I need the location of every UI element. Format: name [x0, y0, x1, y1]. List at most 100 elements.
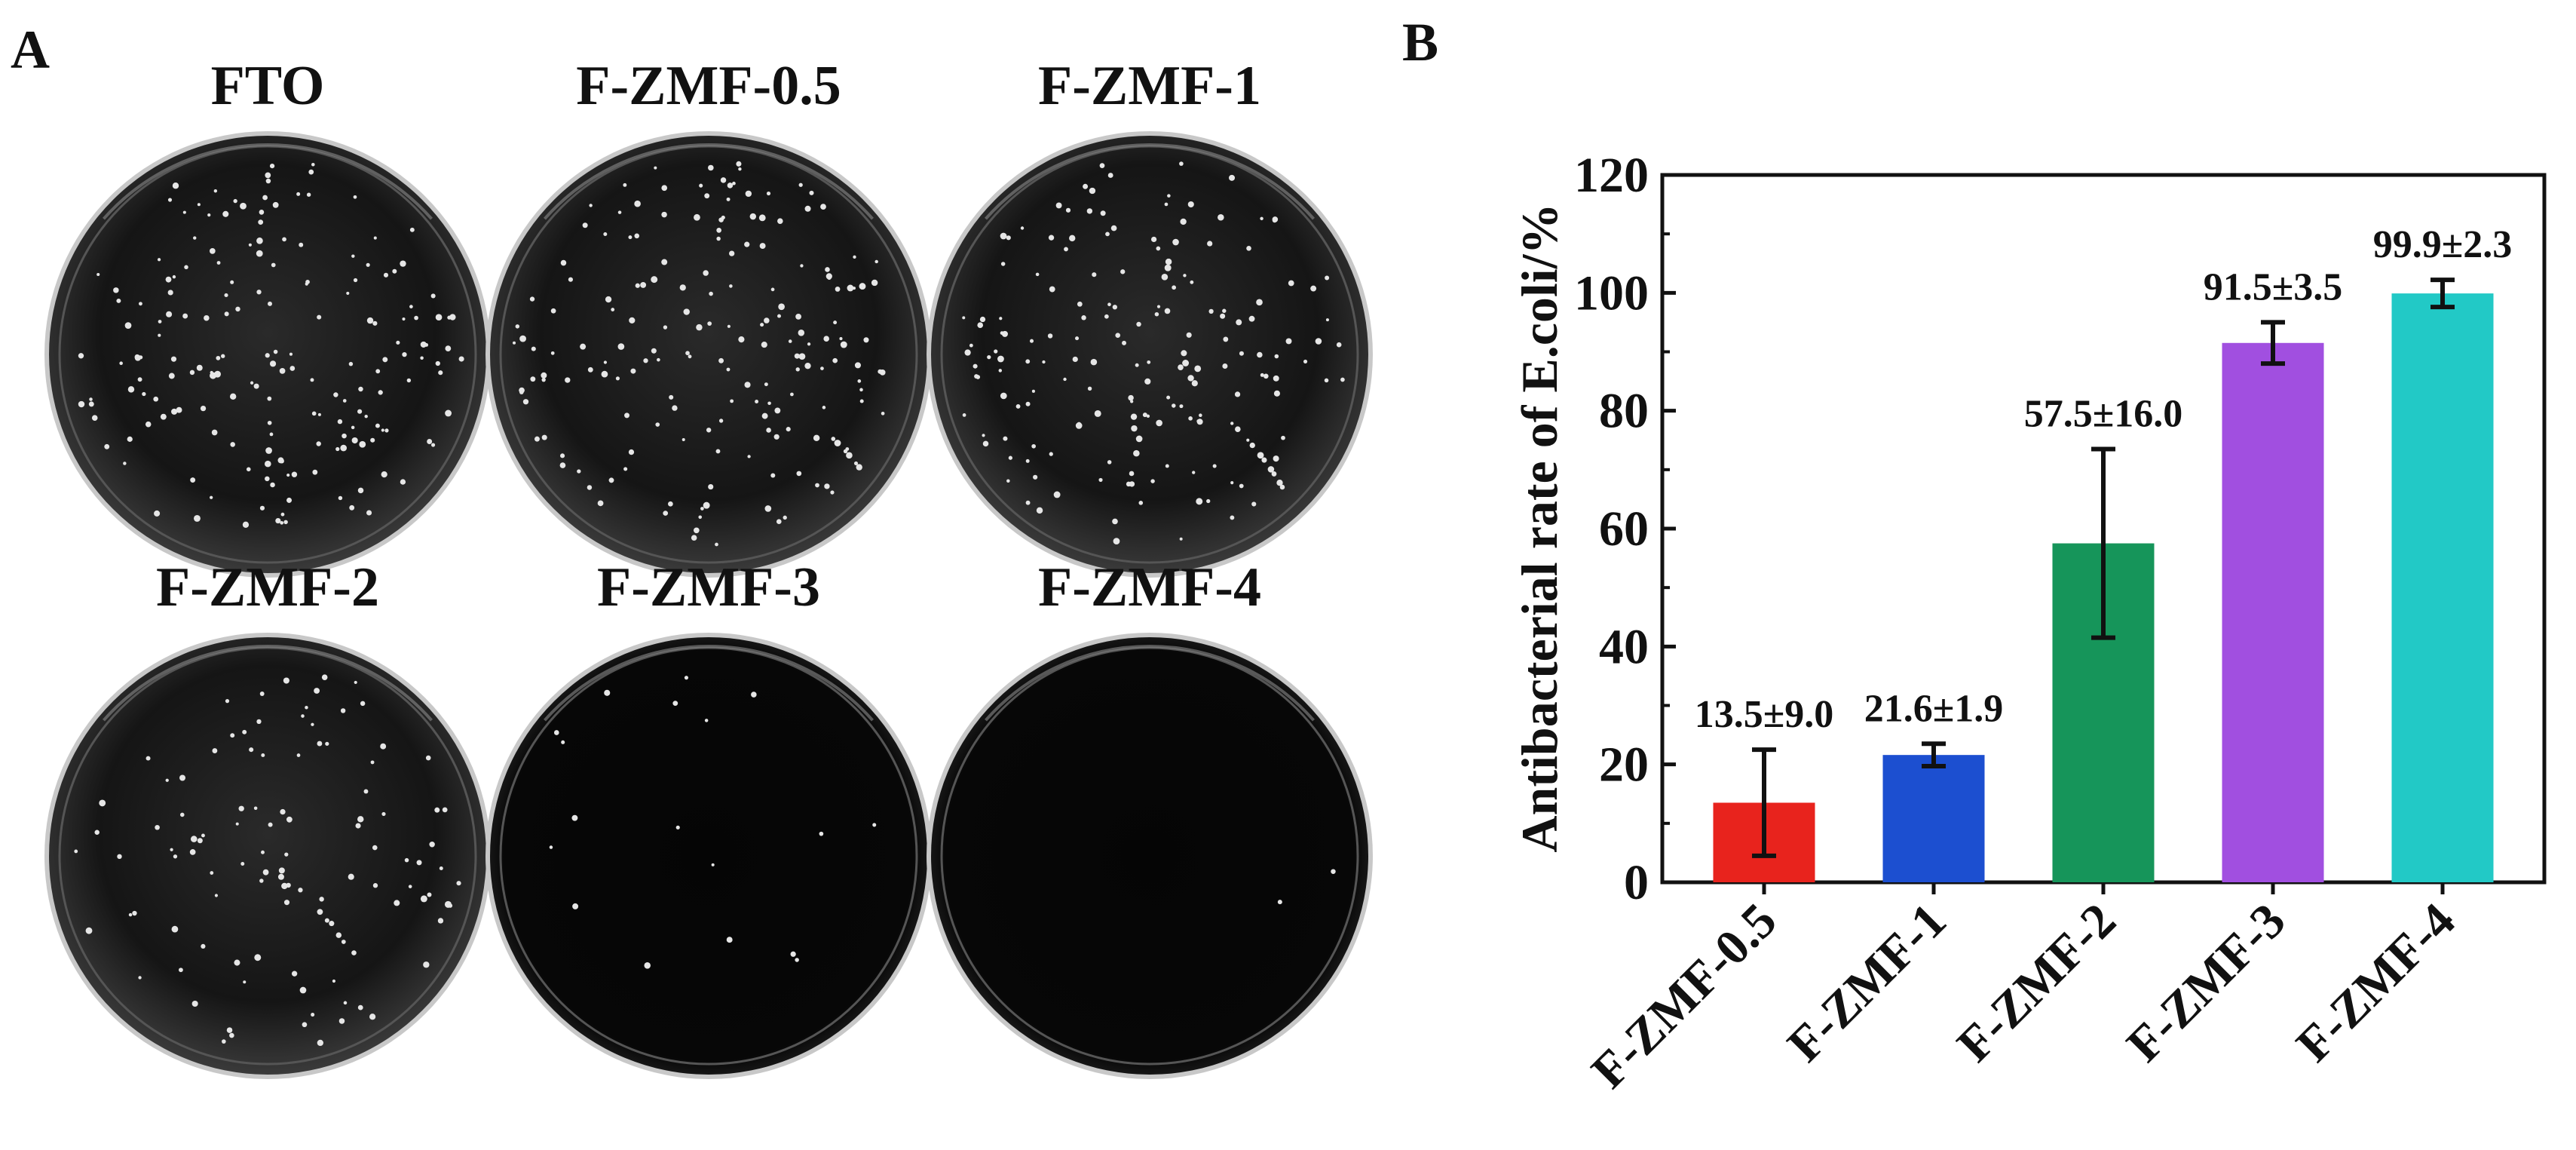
bacterial-colony — [819, 831, 824, 836]
bacterial-colony — [211, 429, 218, 436]
bacterial-colony — [1222, 363, 1228, 370]
bacterial-colony — [663, 511, 669, 516]
bacterial-colony — [281, 882, 288, 890]
bacterial-colony — [820, 366, 824, 370]
petri-dish — [490, 637, 927, 1075]
bacterial-colony — [99, 799, 106, 807]
bacterial-colony — [337, 419, 343, 425]
bacterial-colony — [166, 311, 173, 317]
bacterial-colony — [1133, 449, 1140, 457]
bacterial-colony — [414, 315, 418, 320]
bacterial-colony — [160, 413, 167, 420]
bacterial-colony — [881, 411, 885, 416]
bacterial-colony — [672, 701, 678, 706]
bacterial-colony — [182, 210, 186, 214]
bacterial-colony — [170, 356, 177, 362]
bacterial-colony — [1229, 174, 1236, 181]
bacterial-colony — [284, 852, 289, 857]
bacterial-colony — [643, 358, 648, 363]
bacterial-colony — [776, 519, 782, 525]
bacterial-colony — [235, 822, 239, 826]
bacterial-colony — [1033, 474, 1038, 480]
bacterial-colony — [314, 688, 320, 694]
bacterial-colony — [200, 405, 207, 412]
bacterial-colony — [353, 195, 357, 199]
bacterial-colony — [116, 298, 121, 303]
bacterial-colony — [165, 778, 169, 782]
bacterial-colony — [755, 400, 759, 403]
plate-reflection — [985, 143, 1315, 220]
bar-F-ZMF-4 — [2391, 293, 2494, 882]
bacterial-colony — [91, 415, 98, 421]
bacterial-colony — [1151, 236, 1157, 243]
bacterial-colony — [644, 962, 651, 969]
y-tick-label: 100 — [1574, 265, 1649, 320]
bacterial-colony — [1129, 400, 1134, 403]
bacterial-colony — [214, 894, 219, 897]
bacterial-colony — [854, 362, 861, 369]
bacterial-colony — [142, 391, 146, 397]
bacterial-colony — [392, 268, 397, 274]
bacterial-colony — [74, 849, 78, 854]
bacterial-colony — [268, 822, 273, 827]
bacterial-colony — [333, 392, 338, 397]
bacterial-colony — [688, 354, 692, 359]
bacterial-colony — [213, 189, 218, 193]
bacterial-colony — [420, 356, 424, 360]
bacterial-colony — [372, 883, 378, 888]
bacterial-colony — [1220, 313, 1226, 319]
bacterial-colony — [1042, 360, 1046, 364]
bacterial-colony — [358, 386, 363, 392]
bacterial-colony — [242, 521, 250, 528]
bacterial-colony — [357, 1004, 363, 1010]
bacterial-colony — [366, 510, 372, 516]
bacterial-colony — [311, 411, 317, 416]
bar-value-label: 57.5±16.0 — [2024, 392, 2183, 435]
bacterial-colony — [764, 505, 772, 512]
bacterial-colony — [1182, 360, 1190, 366]
bacterial-colony — [273, 349, 278, 354]
bacterial-colony — [1131, 425, 1138, 432]
bacterial-colony — [777, 218, 783, 224]
bacterial-colony — [738, 336, 745, 343]
bacterial-colony — [179, 968, 183, 973]
bacterial-colony — [1192, 471, 1196, 474]
bacterial-colony — [608, 477, 614, 483]
plate-reflection — [985, 645, 1315, 722]
plate-reflection — [103, 143, 433, 220]
bacterial-colony — [364, 415, 368, 419]
bacterial-colony — [704, 719, 709, 722]
bacterial-colony — [519, 335, 526, 342]
bacterial-colony — [1147, 360, 1151, 364]
bacterial-colony — [761, 412, 768, 419]
bacterial-colony — [1064, 247, 1068, 252]
bacterial-colony — [1324, 378, 1329, 383]
bacterial-colony — [286, 474, 290, 477]
bacterial-colony — [346, 291, 350, 295]
bacterial-colony — [1086, 208, 1093, 214]
bacterial-colony — [856, 464, 862, 471]
bacterial-colony — [766, 191, 771, 196]
bacterial-colony — [615, 376, 620, 381]
bacterial-colony — [1000, 232, 1007, 240]
bacterial-colony — [786, 427, 791, 432]
bacterial-colony — [795, 313, 801, 320]
bacterial-colony — [764, 382, 768, 387]
bacterial-colony — [262, 195, 268, 201]
bacterial-colony — [582, 222, 588, 228]
bacterial-colony — [329, 921, 335, 927]
bacterial-colony — [429, 842, 435, 848]
bacterial-colony — [1172, 238, 1179, 246]
bacterial-colony — [1179, 161, 1184, 166]
bacterial-colony — [1276, 480, 1283, 486]
bacterial-colony — [726, 937, 733, 943]
bacterial-colony — [456, 881, 461, 886]
bacterial-colony — [396, 340, 400, 345]
bacterial-colony — [1015, 404, 1021, 409]
bacterial-colony — [430, 443, 436, 447]
bacterial-colony — [774, 407, 781, 414]
bar-value-label: 13.5±9.0 — [1695, 693, 1834, 736]
bacterial-colony — [348, 361, 354, 366]
y-tick-label: 60 — [1599, 501, 1649, 557]
plate-label: F-ZMF-1 — [1038, 55, 1261, 117]
